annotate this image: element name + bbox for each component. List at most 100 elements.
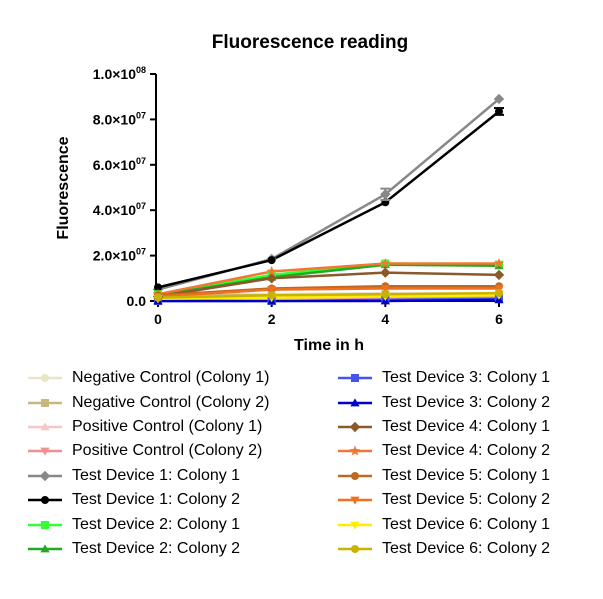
legend-label: Test Device 4: Colony 1 xyxy=(382,417,551,435)
series-line-test-device-1-colony-1 xyxy=(157,98,500,291)
legend-swatch-marker xyxy=(41,374,49,383)
data-point-test-device-4-colony-2 xyxy=(266,265,277,277)
legend-swatch-marker xyxy=(40,422,50,431)
legend-swatch-marker xyxy=(41,520,49,529)
legend-swatch xyxy=(338,421,372,433)
legend-item: Test Device 3: Colony 1 xyxy=(338,366,550,390)
legend-swatch xyxy=(28,470,62,481)
legend-label: Test Device 3: Colony 1 xyxy=(382,369,551,387)
y-tick-exponent: 07 xyxy=(136,156,146,166)
legend-item: Positive Control (Colony 1) xyxy=(28,415,269,439)
legend-label: Test Device 3: Colony 2 xyxy=(382,393,551,411)
data-point-test-device-5-colony-2 xyxy=(267,286,277,295)
legend-label: Positive Control (Colony 1) xyxy=(72,417,263,435)
legend-item: Test Device 5: Colony 1 xyxy=(338,464,550,488)
y-tick-exponent: 07 xyxy=(136,110,146,120)
legend-swatch xyxy=(338,397,372,406)
x-tick-label: 0 xyxy=(154,311,162,327)
legend-label: Negative Control (Colony 2) xyxy=(72,393,270,411)
legend-swatch-marker xyxy=(351,374,359,383)
y-tick-mantissa: 4.0×10 xyxy=(93,202,136,218)
legend-label: Test Device 1: Colony 2 xyxy=(72,491,241,509)
legend-item: Test Device 2: Colony 1 xyxy=(28,512,269,536)
legend-item: Negative Control (Colony 2) xyxy=(28,390,269,414)
y-tick-mantissa: 8.0×10 xyxy=(93,111,136,127)
legend-swatch-marker xyxy=(41,496,49,505)
y-tick-mantissa: 6.0×10 xyxy=(93,157,136,173)
data-point-test-device-6-colony-2 xyxy=(495,289,503,298)
legend-swatch xyxy=(28,520,62,529)
x-tick-label: 4 xyxy=(381,311,389,327)
legend-label: Positive Control (Colony 2) xyxy=(72,442,263,460)
legend-swatch-marker xyxy=(40,447,50,456)
y-tick-label: 8.0×1007 xyxy=(93,110,146,127)
legend-column-right: Test Device 3: Colony 1 Test Device 3: Co… xyxy=(338,366,550,561)
legend-swatch xyxy=(28,496,62,505)
legend-item: Negative Control (Colony 1) xyxy=(28,366,269,390)
legend-label: Test Device 2: Colony 1 xyxy=(72,515,241,533)
x-tick-label: 6 xyxy=(495,311,503,327)
legend-label: Test Device 1: Colony 1 xyxy=(72,466,241,484)
legend-swatch xyxy=(28,374,62,383)
series-lines xyxy=(157,98,500,303)
legend-item: Test Device 2: Colony 2 xyxy=(28,537,269,561)
x-axis-title: Time in h xyxy=(294,337,364,354)
y-tick-label: 4.0×1007 xyxy=(93,201,146,218)
legend-item: Test Device 3: Colony 2 xyxy=(338,390,550,414)
legend-swatch-marker xyxy=(40,544,50,553)
legend-item: Test Device 5: Colony 2 xyxy=(338,488,550,512)
legend-label: Test Device 2: Colony 2 xyxy=(72,539,241,557)
legend-item: Test Device 6: Colony 2 xyxy=(338,537,550,561)
legend-swatch xyxy=(338,445,372,456)
legend-swatch xyxy=(28,544,62,553)
legend-item: Test Device 4: Colony 1 xyxy=(338,415,550,439)
y-tick-label: 2.0×1007 xyxy=(93,247,146,264)
data-point-test-device-1-colony-2 xyxy=(154,283,162,292)
legend-swatch xyxy=(28,422,62,431)
data-point-test-device-1-colony-2 xyxy=(267,256,276,265)
x-tick-label: 2 xyxy=(268,311,276,327)
y-axis-title: Fluorescence xyxy=(55,136,72,239)
legend-swatch-marker xyxy=(350,397,360,406)
legend-label: Test Device 5: Colony 2 xyxy=(382,491,551,509)
legend-swatch-marker xyxy=(350,521,360,530)
y-tick-label: 1.0×1008 xyxy=(93,65,146,82)
y-tick-exponent: 07 xyxy=(136,247,146,257)
data-point-test-device-5-colony-2 xyxy=(380,285,390,294)
legend-swatch xyxy=(338,544,372,553)
legend-item: Test Device 1: Colony 1 xyxy=(28,464,269,488)
series-line-test-device-1-colony-2 xyxy=(157,110,500,289)
data-point-test-device-4-colony-1 xyxy=(380,267,391,278)
y-tick-mantissa: 2.0×10 xyxy=(93,248,136,264)
legend-swatch-marker xyxy=(350,496,360,505)
legend-label: Test Device 5: Colony 1 xyxy=(382,466,551,484)
y-tick-exponent: 07 xyxy=(136,201,146,211)
series-line-test-device-6-colony-2 xyxy=(157,291,500,299)
legend-label: Test Device 6: Colony 1 xyxy=(382,515,551,533)
legend-item: Test Device 6: Colony 1 xyxy=(338,512,550,536)
data-point-test-device-6-colony-2 xyxy=(381,290,390,299)
data-point-test-device-4-colony-1 xyxy=(266,273,277,284)
series-line-test-device-4-colony-1 xyxy=(157,271,500,298)
y-tick-mantissa: 1.0×10 xyxy=(93,66,136,82)
series-line-test-device-5-colony-2 xyxy=(157,287,499,298)
legend-swatch-marker xyxy=(351,544,359,553)
legend-swatch xyxy=(338,374,372,383)
legend-swatch xyxy=(338,496,372,505)
y-tick-label: 6.0×1007 xyxy=(93,156,146,173)
legend-swatch-marker xyxy=(41,398,49,407)
data-point-test-device-4-colony-1 xyxy=(493,269,505,281)
legend-swatch xyxy=(28,447,62,456)
legend-label: Test Device 6: Colony 2 xyxy=(382,539,551,557)
data-point-test-device-4-colony-2 xyxy=(493,257,505,269)
series-markers xyxy=(152,93,505,305)
legend-swatch xyxy=(338,471,372,480)
legend-swatch-marker xyxy=(349,445,361,456)
legend-swatch-marker xyxy=(349,421,361,433)
legend-item: Test Device 1: Colony 2 xyxy=(28,488,269,512)
data-point-test-device-6-colony-2 xyxy=(267,291,276,300)
legend-item: Positive Control (Colony 2) xyxy=(28,439,269,463)
series-line-test-device-4-colony-2 xyxy=(157,262,499,296)
y-tick-mantissa: 0.0 xyxy=(127,293,147,309)
